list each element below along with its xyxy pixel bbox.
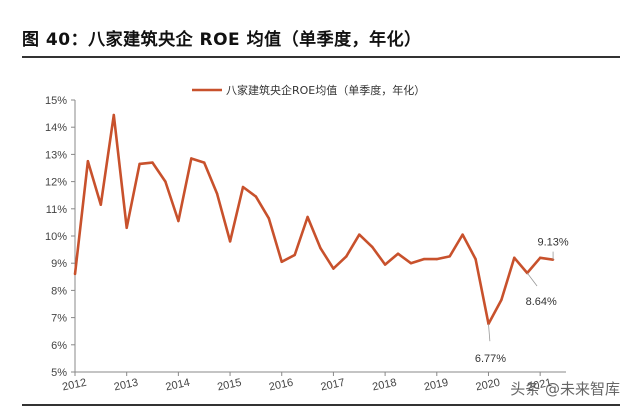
watermark-text: 头条 @未来智库 <box>510 380 620 398</box>
y-tick-label: 5% <box>51 367 67 379</box>
data-label: 8.64% <box>526 296 557 308</box>
y-axis-ticks: 5% 6% 7% 8% 9% 10% 11% 12% 13% 14% 15% <box>45 95 75 379</box>
data-point <box>293 253 296 257</box>
data-point <box>358 233 361 236</box>
data-point <box>513 256 516 259</box>
data-point <box>319 247 322 250</box>
legend: 八家建筑央企ROE均值（单季度，年化） <box>192 83 425 97</box>
bottom-divider <box>22 404 620 406</box>
y-tick-label: 14% <box>45 122 67 134</box>
data-point <box>370 245 374 249</box>
data-point <box>254 195 258 198</box>
chart-title: 图 40：八家建筑央企 ROE 均值（单季度，年化） <box>22 30 422 50</box>
data-point <box>461 233 464 236</box>
data-point <box>267 217 271 220</box>
data-point <box>241 185 245 189</box>
data-label: 9.13% <box>537 237 568 249</box>
y-tick-label: 8% <box>51 285 67 297</box>
data-points <box>73 113 555 326</box>
series-layer <box>73 113 554 326</box>
data-point <box>280 260 283 264</box>
data-point <box>177 219 180 223</box>
x-tick-label: 2015 <box>216 377 242 394</box>
y-tick-label: 9% <box>51 258 67 270</box>
data-point <box>474 257 477 261</box>
x-axis-ticks: 2012 2013 2014 2015 2016 2017 2018 2019 2020 2021 <box>61 372 553 393</box>
data-point <box>112 113 115 117</box>
x-tick-label: 2021 <box>526 377 552 394</box>
chart-axes <box>74 100 566 373</box>
y-tick-label: 6% <box>51 340 67 352</box>
x-tick-label: 2014 <box>165 377 191 394</box>
line-chart: 5%6%7%8%9%10%11%12%13%14%15% 2012 2013 201… <box>45 83 569 393</box>
x-tick-label: 2020 <box>475 377 501 394</box>
data-point <box>422 257 426 261</box>
data-label: 6.77% <box>475 353 506 365</box>
data-point <box>138 162 141 166</box>
data-point <box>448 255 451 258</box>
y-tick-label: 12% <box>45 177 67 189</box>
data-point <box>125 226 128 230</box>
legend-label: 八家建筑央企ROE均值（单季度，年化） <box>226 83 425 97</box>
data-point <box>73 272 77 276</box>
x-tick-label: 2013 <box>113 377 139 394</box>
annotation-leader <box>526 272 538 287</box>
data-point <box>190 157 193 160</box>
x-tick-label: 2017 <box>320 377 346 394</box>
data-point <box>228 240 232 243</box>
data-point <box>345 255 348 258</box>
data-point <box>151 161 154 164</box>
data-point <box>332 267 335 270</box>
data-point <box>383 263 387 266</box>
x-tick-label: 2019 <box>423 377 449 394</box>
data-point <box>538 256 542 259</box>
data-point <box>203 161 206 164</box>
y-tick-label: 11% <box>46 204 67 216</box>
x-tick-label: 2016 <box>268 377 294 394</box>
data-point <box>164 180 167 183</box>
y-tick-label: 10% <box>45 231 67 243</box>
y-tick-label: 7% <box>51 313 67 325</box>
data-point <box>306 215 309 219</box>
data-point <box>99 203 103 206</box>
data-point <box>215 192 219 196</box>
data-point <box>86 160 90 163</box>
y-tick-label: 13% <box>45 149 67 161</box>
x-tick-label: 2012 <box>61 377 87 394</box>
data-point <box>435 257 438 261</box>
y-tick-label: 15% <box>45 95 67 107</box>
data-point <box>500 298 503 302</box>
data-annotations: 9.13% 8.64% 6.77% <box>475 237 569 365</box>
annotation-leader <box>488 323 491 342</box>
data-point <box>409 262 413 265</box>
series-line <box>73 113 554 326</box>
x-tick-label: 2018 <box>371 377 397 394</box>
title-divider <box>22 56 620 58</box>
data-point <box>487 322 490 326</box>
data-point <box>396 252 400 255</box>
